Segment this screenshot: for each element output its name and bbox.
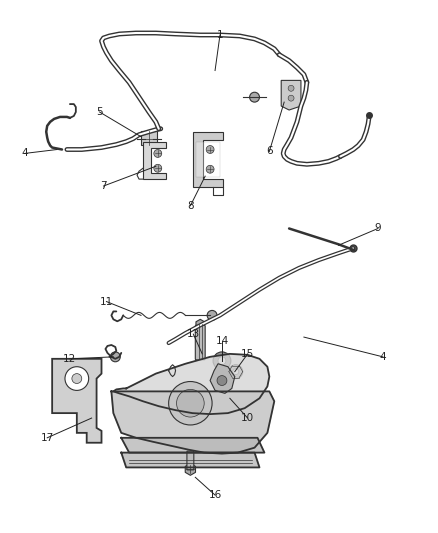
Circle shape	[206, 146, 214, 154]
Circle shape	[154, 149, 162, 157]
Text: 8: 8	[187, 201, 194, 211]
Text: 17: 17	[41, 433, 54, 443]
Polygon shape	[281, 80, 301, 110]
Polygon shape	[196, 319, 205, 329]
Circle shape	[177, 390, 204, 417]
Text: 12: 12	[63, 354, 77, 364]
Text: 13: 13	[187, 329, 200, 339]
Polygon shape	[210, 364, 235, 393]
Circle shape	[169, 382, 212, 425]
Circle shape	[154, 164, 162, 172]
Text: 14: 14	[215, 336, 229, 346]
FancyBboxPatch shape	[195, 325, 205, 360]
Circle shape	[206, 165, 214, 173]
FancyBboxPatch shape	[187, 451, 194, 470]
Circle shape	[217, 376, 227, 385]
Circle shape	[218, 357, 226, 365]
Circle shape	[229, 365, 243, 378]
Text: 11: 11	[100, 296, 113, 306]
Polygon shape	[196, 142, 220, 177]
Polygon shape	[121, 453, 259, 467]
Text: 4: 4	[380, 352, 386, 362]
Text: 4: 4	[21, 149, 28, 158]
Polygon shape	[193, 132, 223, 187]
Circle shape	[213, 352, 231, 370]
Circle shape	[65, 367, 88, 390]
Circle shape	[288, 95, 294, 101]
Text: 9: 9	[374, 223, 381, 233]
Polygon shape	[143, 142, 166, 179]
Polygon shape	[121, 438, 265, 453]
Polygon shape	[111, 391, 274, 454]
Polygon shape	[52, 359, 102, 443]
Text: 15: 15	[241, 349, 254, 359]
Text: 7: 7	[100, 181, 107, 191]
Circle shape	[233, 369, 239, 375]
Polygon shape	[185, 464, 195, 475]
Circle shape	[207, 310, 217, 320]
Circle shape	[288, 85, 294, 91]
Circle shape	[110, 352, 120, 362]
Text: 5: 5	[96, 107, 103, 117]
Text: 16: 16	[208, 490, 222, 500]
Circle shape	[250, 92, 259, 102]
Polygon shape	[113, 354, 269, 414]
Text: 6: 6	[266, 147, 273, 157]
Polygon shape	[141, 131, 157, 144]
Text: 10: 10	[241, 413, 254, 423]
Text: 1: 1	[217, 30, 223, 40]
Circle shape	[72, 374, 82, 384]
